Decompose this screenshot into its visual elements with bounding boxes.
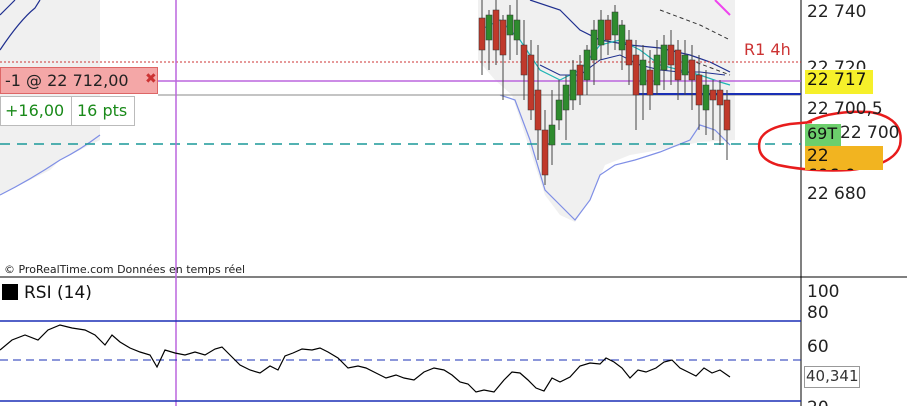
candle-body [723,99,731,131]
candle-body [527,54,535,111]
price-tick-22700: 22 700 [840,123,900,143]
candle-body [590,29,598,61]
price-tick-22680: 22 680 [807,184,867,204]
candle-body [709,89,717,101]
candle-body [513,19,521,41]
rsi-curve [0,324,731,393]
candle-body [541,129,549,176]
order-price-tag: 22 696,0 [805,146,883,170]
candle-body [569,69,577,101]
current-price-tag: 22 717 [805,70,873,94]
rsi-tick-60: 60 [807,337,829,357]
annotation-circle [757,110,902,172]
pnl-divider [71,97,72,125]
rsi-label-text: RSI (14) [24,283,92,303]
candle-body [681,54,689,76]
rsi-tick-80: 80 [807,303,829,323]
trend-dashed [659,9,731,41]
candle-body [534,89,542,131]
bollinger-lower [499,94,731,221]
candle-body [555,99,563,121]
magenta-line [714,0,731,16]
price-tick-22720: 22 720 [807,58,867,78]
candle-body [548,124,556,146]
rsi-tick-20: 20 [807,398,829,406]
candle-body [576,64,584,96]
candle-body [562,84,570,111]
candle-body [478,17,486,51]
rsi-tick-100: 100 [807,282,840,302]
candle-body [674,49,682,81]
candle-body [597,19,605,46]
candle-body [639,59,647,86]
candle-body [716,89,724,106]
candle-body [485,14,493,41]
candle-body [604,19,612,41]
candle-body [702,84,710,111]
candle-body [695,74,703,106]
candle-body [688,59,696,81]
rsi-current-value: 40,341 [804,366,860,388]
price-tick-22700-5: 22 700,5 [807,99,883,119]
candle-body [632,54,640,96]
candle-body [499,19,507,56]
ma-line-left [0,0,16,16]
rsi-color-swatch [2,284,18,300]
position-label: -1 @ 22 712,00 [5,71,129,90]
candle-body [492,9,500,51]
close-icon[interactable]: ✖ [145,71,157,87]
resistance-label: R1 4h [744,40,791,59]
candle-body [653,54,661,86]
candle-body [520,44,528,76]
position-order-box[interactable]: -1 @ 22 712,00 ✖ [0,67,158,94]
footer-credit: © ProRealTime.com Données en temps réel [4,263,246,276]
ma-slow-left [0,0,41,51]
candles [478,0,731,185]
candle-body [646,69,654,96]
rsi-indicator-label[interactable]: RSI (14) [2,283,92,303]
pnl-amount: +16,00 [5,101,65,120]
candle-body [625,39,633,66]
order-tag[interactable]: 69T [805,124,841,146]
candle-body [506,14,514,36]
candle-body [583,49,591,81]
price-tick-22740: 22 740 [807,2,867,22]
candle-body [667,44,675,66]
pnl-box: +16,00 16 pts [0,96,135,126]
candle-body [618,24,626,51]
candle-body [660,44,668,71]
candle-body [611,11,619,36]
pnl-points: 16 pts [77,101,128,120]
